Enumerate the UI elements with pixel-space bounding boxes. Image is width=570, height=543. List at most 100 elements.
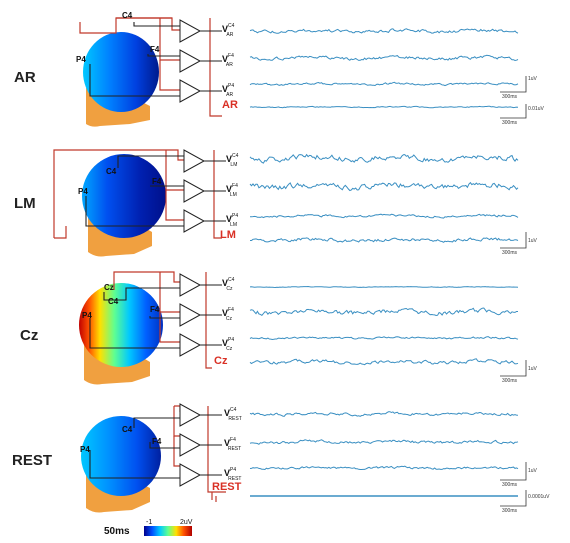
amplifier-cz-1: [179, 273, 202, 297]
amplifier-lm-1: [183, 149, 206, 173]
eeg-trace-lm-ref: [250, 237, 519, 243]
reference-label-ar: AR: [222, 99, 238, 111]
electrode-label-cz-cz: Cz: [104, 283, 114, 292]
channel-label-lm-1: VC4 LM: [226, 153, 239, 168]
amplifier-rest-1: [179, 403, 202, 427]
scale-amp-rest-1: 1uV: [528, 468, 538, 474]
amplifier-rest-2: [179, 433, 202, 457]
electrode-label-lm-p4: P4: [78, 187, 88, 196]
amplifier-cz-3: [179, 333, 202, 357]
scale-amp-lm-1: 1uV: [528, 238, 538, 244]
scale-time-ar-2: 300ms: [502, 120, 518, 126]
electrode-label-rest-c4: C4: [122, 425, 133, 434]
amplifier-rest-3: [179, 463, 202, 487]
eeg-trace-rest-2: [249, 439, 519, 445]
scale-time-cz-1: 300ms: [502, 378, 518, 384]
channel-label-ar-3: VP4 AR: [222, 83, 234, 98]
electrode-label-ar-f4: F4: [150, 45, 160, 54]
reference-wires-ar: [79, 17, 222, 117]
head-topography-lm: [82, 154, 166, 238]
reference-wires-lm: [53, 149, 222, 239]
electrode-label-cz-p4: P4: [82, 311, 92, 320]
panel-ar: AR C4 F4 P4 AR: [14, 11, 545, 127]
colorbar: 50ms -1 2uV: [104, 519, 193, 537]
panel-label-ar: AR: [14, 69, 36, 86]
panel-label-lm: LM: [14, 195, 36, 212]
scale-amp-rest-2: 0.0001uV: [528, 494, 550, 500]
head-topography-cz: [79, 283, 163, 367]
eeg-trace-ar-ref: [249, 105, 519, 109]
eeg-trace-cz-2: [249, 307, 518, 317]
head-topography-rest: [81, 416, 161, 496]
eeg-trace-rest-1: [249, 411, 519, 417]
electrode-label-ar-c4: C4: [122, 11, 133, 20]
scale-time-rest-2: 300ms: [502, 508, 518, 514]
channel-label-ar-1: VC4 AR: [222, 23, 235, 38]
scale-time-ar-1: 300ms: [502, 94, 518, 100]
eeg-trace-cz-ref: [249, 358, 519, 366]
eeg-trace-lm-2: [249, 181, 519, 192]
electrode-label-rest-p4: P4: [80, 445, 90, 454]
electrode-label-cz-c4: C4: [108, 297, 119, 306]
eeg-trace-cz-3: [249, 336, 519, 341]
electrode-label-lm-c4: C4: [106, 167, 117, 176]
amplifier-group-lm: [183, 149, 206, 233]
amplifier-cz-2: [179, 303, 202, 327]
electrode-wires-rest: [89, 417, 180, 479]
amp-outputs-lm: [204, 160, 226, 222]
eeg-trace-lm-1: [249, 153, 519, 164]
eeg-trace-lm-3: [249, 213, 519, 219]
reference-wires-cz: [113, 271, 212, 369]
eeg-trace-cz-1: [249, 285, 519, 289]
electrode-label-lm-f4: F4: [152, 177, 162, 186]
amplifier-lm-2: [183, 179, 206, 203]
scale-amp-ar-2: 0.01uV: [528, 106, 545, 112]
scale-time-lm-1: 300ms: [502, 250, 518, 256]
electrode-label-cz-f4: F4: [150, 305, 160, 314]
panel-lm: LM C4 F4 P4 LM VC4 LM VF4 LM VP4 LM: [14, 149, 538, 257]
amplifier-ar-1: [179, 19, 202, 43]
channel-label-cz-1: VC4 Cz: [222, 277, 235, 292]
colorbar-max-label: 2uV: [180, 519, 193, 526]
amplifier-group-ar: [179, 19, 202, 103]
electrode-label-ar-p4: P4: [76, 55, 86, 64]
amplifier-lm-3: [183, 209, 206, 233]
panel-cz: Cz Cz C4 F4 P4 Cz VC4 Cz VF4 Cz VP4 Cz: [20, 271, 538, 385]
panel-label-rest: REST: [12, 452, 52, 469]
colorbar-title: 50ms: [104, 526, 130, 537]
amp-outputs-rest: [200, 414, 222, 476]
scale-amp-cz-1: 1uV: [528, 366, 538, 372]
scale-bars-ar: [500, 76, 527, 119]
eeg-trace-ar-2: [249, 54, 519, 62]
electrode-wires-cz: [89, 287, 180, 349]
reference-label-lm: LM: [220, 229, 236, 241]
colorbar-min-label: -1: [146, 519, 152, 526]
amp-outputs-ar: [200, 30, 222, 92]
electrode-wires-ar: [89, 22, 180, 97]
scale-bars-cz: [500, 360, 527, 377]
channel-label-lm-2: VF4 LM: [226, 183, 238, 198]
reference-wires-rest: [173, 405, 226, 502]
channel-label-rest-2: VF4 REST: [224, 437, 241, 452]
electrode-label-rest-f4: F4: [152, 437, 162, 446]
scale-bars-lm: [500, 232, 527, 249]
scale-amp-ar-1: 1uV: [528, 76, 538, 82]
amplifier-group-rest: [179, 403, 202, 487]
panel-rest: REST C4 F4 P4 REST VC4 REST VF4 REST VP4: [12, 403, 550, 514]
amplifier-group-cz: [179, 273, 202, 357]
channel-label-ar-2: VF4 AR: [222, 53, 234, 68]
channel-label-rest-1: VC4 REST: [224, 407, 242, 422]
channel-label-lm-3: VP4 LM: [226, 213, 238, 228]
scale-time-rest-1: 300ms: [502, 482, 518, 488]
channel-label-cz-3: VP4 Cz: [222, 337, 234, 352]
eeg-trace-ar-1: [249, 28, 519, 34]
amp-outputs-cz: [200, 284, 222, 346]
electrode-wires-lm: [85, 155, 184, 227]
reference-label-rest: REST: [212, 481, 242, 493]
amplifier-ar-2: [179, 49, 202, 73]
reference-label-cz: Cz: [214, 355, 228, 367]
scale-bars-rest: [500, 462, 527, 507]
colorbar-gradient: [144, 526, 192, 536]
eeg-trace-ar-3: [249, 81, 519, 87]
channel-label-cz-2: VF4 Cz: [222, 307, 234, 322]
